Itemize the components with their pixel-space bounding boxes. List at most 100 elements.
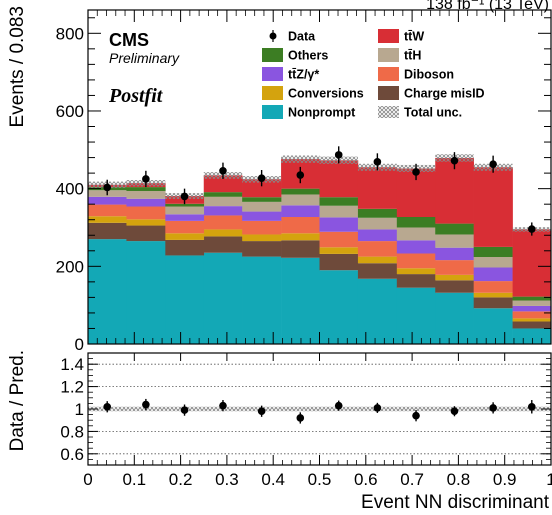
bar-conversions xyxy=(126,219,166,226)
bar-conversions xyxy=(357,256,398,264)
bar-tt-h xyxy=(319,205,359,218)
bar-tt-z- xyxy=(512,305,552,312)
ratio-uncertainty-band xyxy=(396,406,436,412)
data-point xyxy=(103,183,112,192)
ratio-point xyxy=(142,400,150,409)
ratio-tick-label: 1.4 xyxy=(60,355,84,374)
ratio-point xyxy=(412,411,420,420)
bar-tt-w xyxy=(203,175,243,193)
bar-conversions xyxy=(473,292,513,298)
bar-others xyxy=(512,296,552,301)
bar-tt-z- xyxy=(242,211,282,221)
header-right-label: 138 fb⁻¹ (13 TeV) xyxy=(426,0,549,13)
bar-nonprompt xyxy=(319,270,359,344)
bar-others xyxy=(473,246,513,258)
bar-tt-h xyxy=(435,234,474,248)
bar-tt-h xyxy=(242,201,282,212)
legend-marker-conversions xyxy=(262,86,283,100)
legend-label-others: Others xyxy=(288,49,328,63)
bar-tt-z- xyxy=(357,229,398,242)
bar-charge-misid xyxy=(512,321,552,329)
bar-nonprompt xyxy=(396,287,436,344)
bar-tt-z- xyxy=(88,196,127,205)
legend-marker-others xyxy=(262,48,283,62)
data-point xyxy=(334,151,343,159)
bar-others xyxy=(319,197,359,206)
ratio-tick-label: 0.6 xyxy=(60,445,84,464)
bar-others xyxy=(242,197,282,202)
legend-label-tt-w: tt̄W xyxy=(404,29,424,43)
bar-conversions xyxy=(435,274,474,281)
y-tick-label: 400 xyxy=(56,180,84,199)
bar-tt-w xyxy=(242,179,282,198)
ratio-point xyxy=(103,402,112,411)
bar-tt-z- xyxy=(203,206,243,216)
bar-others xyxy=(126,187,166,191)
bar-diboson xyxy=(242,220,282,235)
data-point xyxy=(257,174,266,182)
x-tick-label: 0.4 xyxy=(261,470,285,489)
bar-conversions xyxy=(88,216,127,223)
data-point xyxy=(527,225,536,233)
bar-nonprompt xyxy=(242,256,282,344)
legend-marker-diboson xyxy=(378,67,399,81)
legend-label-conversions: Conversions xyxy=(288,87,364,101)
x-tick-label: 0 xyxy=(83,470,92,489)
x-tick-label: 0.8 xyxy=(447,470,471,489)
bar-nonprompt xyxy=(435,292,474,344)
ratio-panel-content xyxy=(88,363,551,455)
legend-marker-tt-w xyxy=(378,29,399,43)
data-point xyxy=(412,168,420,176)
bar-others xyxy=(357,208,398,218)
legend-marker-tt-z- xyxy=(262,67,283,81)
bar-diboson xyxy=(88,204,127,217)
legend-marker-tt-h xyxy=(378,48,399,62)
bar-diboson xyxy=(473,281,513,293)
bar-conversions xyxy=(242,234,282,242)
bar-diboson xyxy=(126,206,166,220)
bar-conversions xyxy=(396,268,436,275)
x-tick-label: 0.3 xyxy=(215,470,239,489)
bar-diboson xyxy=(512,311,552,319)
data-point xyxy=(219,166,227,175)
stacked-bars xyxy=(88,157,552,344)
bar-tt-h xyxy=(357,217,398,230)
bar-tt-h xyxy=(396,227,436,241)
legend-label-tt-h: tt̄H xyxy=(404,48,421,62)
bar-diboson xyxy=(396,253,436,269)
legend-label-data: Data xyxy=(288,30,316,44)
bar-charge-misid xyxy=(242,241,282,257)
bar-tt-h xyxy=(512,300,552,306)
legend-label-diboson: Diboson xyxy=(404,68,454,82)
bar-others xyxy=(281,188,320,195)
bar-charge-misid xyxy=(435,280,474,293)
x-tick-label: 0.5 xyxy=(308,470,332,489)
bar-tt-z- xyxy=(396,240,436,254)
x-tick-label: 1 xyxy=(546,470,552,489)
bar-nonprompt xyxy=(88,239,127,344)
bar-conversions xyxy=(319,247,359,254)
legend: Data tt̄W Others tt̄H tt̄Z/γ* Diboson Conversi… xyxy=(262,29,485,120)
data-point xyxy=(373,158,382,166)
bar-conversions xyxy=(512,318,552,322)
ratio-tick-label: 1.2 xyxy=(60,378,84,397)
bar-diboson xyxy=(357,241,398,257)
ratio-point xyxy=(219,401,227,410)
bar-nonprompt xyxy=(165,255,205,344)
bar-conversions xyxy=(165,233,205,240)
x-tick-label: 0.1 xyxy=(122,470,146,489)
bar-nonprompt xyxy=(512,328,552,344)
fit-label: Postfit xyxy=(108,85,164,107)
bar-nonprompt xyxy=(203,252,243,344)
ratio-point xyxy=(257,407,266,416)
bar-diboson xyxy=(281,217,320,234)
bar-tt-h xyxy=(165,206,205,215)
bar-tt-w xyxy=(319,160,359,198)
legend-label-charge-misid: Charge misID xyxy=(404,87,485,101)
bar-nonprompt xyxy=(126,241,166,344)
bar-nonprompt xyxy=(281,257,320,344)
bar-others xyxy=(435,223,474,235)
bar-nonprompt xyxy=(357,278,398,344)
